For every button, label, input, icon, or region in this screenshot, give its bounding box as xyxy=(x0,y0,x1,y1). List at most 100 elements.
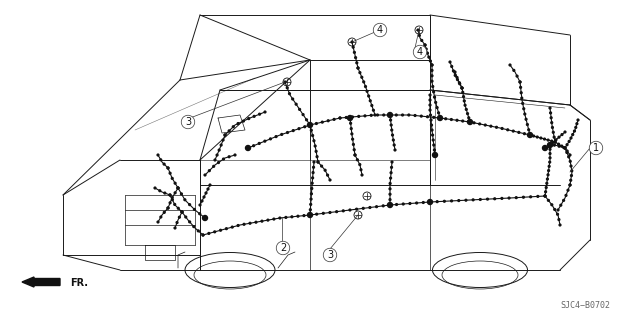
Circle shape xyxy=(543,138,545,140)
Circle shape xyxy=(374,114,376,116)
Circle shape xyxy=(564,147,566,149)
Circle shape xyxy=(554,141,556,143)
Circle shape xyxy=(436,107,438,108)
Circle shape xyxy=(371,115,372,116)
Circle shape xyxy=(361,76,363,78)
Circle shape xyxy=(537,196,539,197)
Circle shape xyxy=(549,144,551,146)
Circle shape xyxy=(428,199,433,204)
Circle shape xyxy=(495,126,497,128)
Circle shape xyxy=(292,98,294,100)
Circle shape xyxy=(304,126,306,128)
Circle shape xyxy=(389,182,391,184)
Circle shape xyxy=(564,147,566,149)
Circle shape xyxy=(547,199,549,201)
Circle shape xyxy=(544,195,546,197)
Circle shape xyxy=(519,81,521,83)
Circle shape xyxy=(468,117,470,119)
Circle shape xyxy=(369,100,371,102)
Circle shape xyxy=(545,191,547,193)
Circle shape xyxy=(220,229,221,231)
Circle shape xyxy=(548,170,550,172)
Circle shape xyxy=(567,189,569,191)
Circle shape xyxy=(326,174,328,176)
Circle shape xyxy=(376,114,378,116)
Circle shape xyxy=(205,192,207,194)
Circle shape xyxy=(311,188,313,189)
Circle shape xyxy=(316,151,317,152)
Circle shape xyxy=(452,70,454,72)
Circle shape xyxy=(214,159,216,161)
Circle shape xyxy=(313,140,315,142)
Circle shape xyxy=(189,221,191,223)
Circle shape xyxy=(554,141,556,143)
Circle shape xyxy=(409,203,411,204)
Circle shape xyxy=(549,146,550,147)
Circle shape xyxy=(558,136,560,138)
Circle shape xyxy=(573,130,575,132)
Circle shape xyxy=(389,204,391,206)
Circle shape xyxy=(570,179,572,181)
Circle shape xyxy=(309,124,311,126)
Circle shape xyxy=(309,214,311,216)
Circle shape xyxy=(309,214,311,216)
Circle shape xyxy=(218,162,220,163)
Circle shape xyxy=(169,172,171,174)
Circle shape xyxy=(223,158,225,160)
Circle shape xyxy=(310,124,312,126)
Circle shape xyxy=(339,117,341,119)
Circle shape xyxy=(467,121,469,123)
Circle shape xyxy=(520,86,522,88)
Circle shape xyxy=(234,154,236,156)
Circle shape xyxy=(314,145,316,147)
Circle shape xyxy=(429,94,431,96)
Circle shape xyxy=(220,144,222,146)
Circle shape xyxy=(299,108,301,110)
Circle shape xyxy=(317,161,319,163)
Circle shape xyxy=(464,104,466,106)
Circle shape xyxy=(391,129,393,131)
Circle shape xyxy=(565,195,567,196)
Circle shape xyxy=(524,113,525,115)
Circle shape xyxy=(172,199,173,201)
Circle shape xyxy=(570,160,571,162)
Circle shape xyxy=(532,135,534,137)
Circle shape xyxy=(424,44,426,46)
Circle shape xyxy=(554,209,556,211)
Circle shape xyxy=(396,114,397,116)
Circle shape xyxy=(576,123,578,125)
Circle shape xyxy=(547,139,549,141)
Circle shape xyxy=(350,128,352,130)
Circle shape xyxy=(329,211,331,213)
Circle shape xyxy=(352,46,354,48)
Circle shape xyxy=(465,108,467,110)
Circle shape xyxy=(389,193,391,195)
Circle shape xyxy=(549,161,550,163)
Circle shape xyxy=(416,202,417,204)
Circle shape xyxy=(310,209,311,211)
Circle shape xyxy=(243,223,245,225)
Circle shape xyxy=(547,178,548,180)
Circle shape xyxy=(390,119,392,121)
Circle shape xyxy=(313,161,315,163)
Circle shape xyxy=(390,172,392,174)
Circle shape xyxy=(174,192,176,194)
Circle shape xyxy=(473,122,475,124)
Circle shape xyxy=(571,170,573,172)
Circle shape xyxy=(237,225,239,226)
Circle shape xyxy=(389,188,391,190)
Circle shape xyxy=(157,221,159,223)
Circle shape xyxy=(529,134,531,136)
Circle shape xyxy=(309,214,311,216)
Circle shape xyxy=(431,124,433,126)
Circle shape xyxy=(307,122,312,128)
Circle shape xyxy=(259,113,260,115)
Circle shape xyxy=(519,81,521,83)
Circle shape xyxy=(569,184,571,186)
Circle shape xyxy=(551,122,552,123)
Circle shape xyxy=(201,200,203,202)
Circle shape xyxy=(333,118,335,120)
Circle shape xyxy=(369,207,371,208)
Circle shape xyxy=(429,104,431,106)
Circle shape xyxy=(336,211,337,212)
